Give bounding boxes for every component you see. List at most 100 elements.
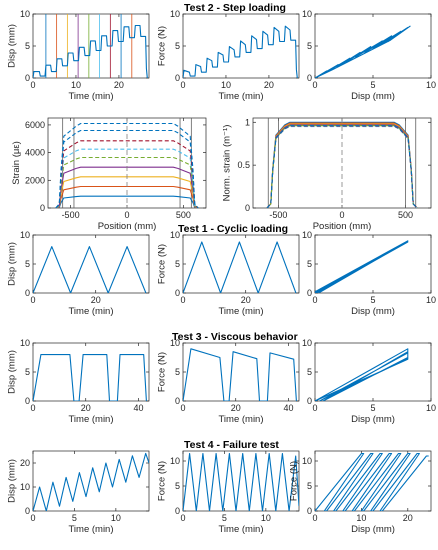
chart-strain: -500 0 500 0 2000 4000 6000 Position (mm) Strain…: [11, 117, 207, 232]
x-tick-label: 10: [356, 513, 366, 523]
series-line-7: [266, 125, 418, 208]
x-tick-label: 20: [81, 403, 91, 413]
series-line-0: [315, 452, 429, 511]
y-tick-label: 0: [40, 203, 45, 213]
x-axis-label: Disp (mm): [351, 524, 395, 535]
y-tick-label: 10: [20, 9, 30, 19]
y-axis-label: Force (N): [157, 244, 168, 284]
y-axis-label: Strain (με): [11, 141, 22, 185]
x-axis-label: Disp (mm): [351, 306, 395, 317]
test1-title: Test 1 - Cyclic loading: [178, 223, 289, 235]
y-tick-label: 5: [175, 367, 180, 377]
series-line-0: [183, 241, 297, 293]
y-tick-label: 0: [307, 396, 312, 406]
y-tick-label: 0: [175, 396, 180, 406]
series-line-8: [55, 122, 199, 208]
x-tick-label: 10: [426, 403, 436, 413]
y-tick-label: 10: [170, 9, 180, 19]
y-axis-label: Force (N): [157, 352, 168, 392]
chart-t3-fd: 0 5 10 0 5 10 Disp (mm): [302, 338, 436, 425]
x-tick-label: 0: [30, 513, 35, 523]
y-axis-label: Disp (mm): [7, 242, 18, 286]
plot-area: [183, 241, 297, 293]
series-line-0: [183, 25, 298, 78]
x-tick-label: 10: [261, 513, 271, 523]
series-line-0: [33, 246, 147, 293]
plot-area: [315, 348, 409, 401]
y-axis-label: Force (N): [289, 461, 300, 501]
plot-frame: [32, 234, 150, 294]
y-tick-label: 5: [25, 41, 30, 51]
series-line-0: [183, 348, 297, 401]
x-tick-label: 500: [398, 210, 413, 220]
x-axis-label: Time (min): [68, 306, 113, 317]
y-tick-label: 1: [245, 117, 250, 127]
x-tick-label: 5: [370, 80, 375, 90]
chart-t3-force: 0 20 40 0 5 10 Time (min) Force (N): [157, 338, 300, 425]
test3-title: Test 3 - Viscous behavior: [172, 331, 298, 343]
y-tick-label: 10: [302, 230, 312, 240]
x-tick-label: 0: [312, 403, 317, 413]
y-tick-label: 20: [20, 458, 30, 468]
x-tick-label: 40: [133, 403, 143, 413]
series-line-0: [315, 25, 411, 78]
y-tick-label: 10: [302, 338, 312, 348]
x-tick-label: 40: [283, 403, 293, 413]
plot-frame: [32, 450, 150, 512]
x-axis-label: Time (min): [218, 91, 263, 102]
y-tick-label: 10: [20, 482, 30, 492]
chart-t1-force: 0 20 0 5 10 Time (min) Force (N): [157, 230, 300, 317]
x-tick-label: 5: [222, 513, 227, 523]
series-line-0: [33, 354, 147, 401]
y-tick-label: 5: [25, 367, 30, 377]
y-tick-label: 0: [175, 506, 180, 516]
test4-title: Test 4 - Failure test: [184, 439, 279, 451]
x-tick-label: 20: [264, 80, 274, 90]
y-tick-label: 10: [302, 9, 312, 19]
x-axis-label: Disp (mm): [351, 91, 395, 102]
x-axis-label: Time (min): [218, 306, 263, 317]
x-tick-label: 0: [180, 80, 185, 90]
y-axis-label: Disp (mm): [7, 459, 18, 503]
test2-title: Test 2 - Step loading: [184, 2, 286, 14]
y-tick-label: 6000: [25, 120, 45, 130]
y-tick-label: 0: [175, 73, 180, 83]
y-tick-label: 5: [175, 41, 180, 51]
series-line-0: [315, 240, 409, 293]
x-tick-label: 20: [231, 403, 241, 413]
y-tick-label: 0.5: [237, 160, 250, 170]
x-tick-label: 0: [312, 295, 317, 305]
x-tick-label: 0: [180, 295, 185, 305]
y-tick-label: 5: [307, 367, 312, 377]
x-tick-label: 10: [426, 295, 436, 305]
x-axis-label: Time (min): [68, 91, 113, 102]
plot-area: [33, 354, 147, 401]
plot-area: [55, 118, 199, 208]
plot-area: [266, 118, 418, 208]
x-tick-label: -500: [269, 210, 287, 220]
x-tick-label: 10: [221, 80, 231, 90]
plot-area: [183, 452, 299, 511]
x-tick-label: 500: [176, 210, 191, 220]
plot-area: [315, 240, 409, 293]
series-line-0: [33, 452, 149, 511]
y-tick-label: 0: [307, 506, 312, 516]
y-axis-label: Force (N): [157, 26, 168, 66]
x-axis-label: Time (min): [68, 524, 113, 535]
y-tick-label: 5: [25, 259, 30, 269]
y-tick-label: 10: [170, 456, 180, 466]
x-tick-label: 20: [403, 513, 413, 523]
series-line-0: [55, 195, 199, 208]
y-tick-label: 0: [25, 288, 30, 298]
series-line-0: [33, 24, 148, 78]
x-tick-label: 0: [30, 403, 35, 413]
x-axis-label: Time (min): [218, 414, 263, 425]
y-axis-label: Disp (mm): [7, 24, 18, 68]
y-tick-label: 0: [25, 506, 30, 516]
x-tick-label: 5: [370, 403, 375, 413]
x-tick-label: 10: [111, 513, 121, 523]
y-tick-label: 10: [170, 230, 180, 240]
y-tick-label: 0: [25, 396, 30, 406]
